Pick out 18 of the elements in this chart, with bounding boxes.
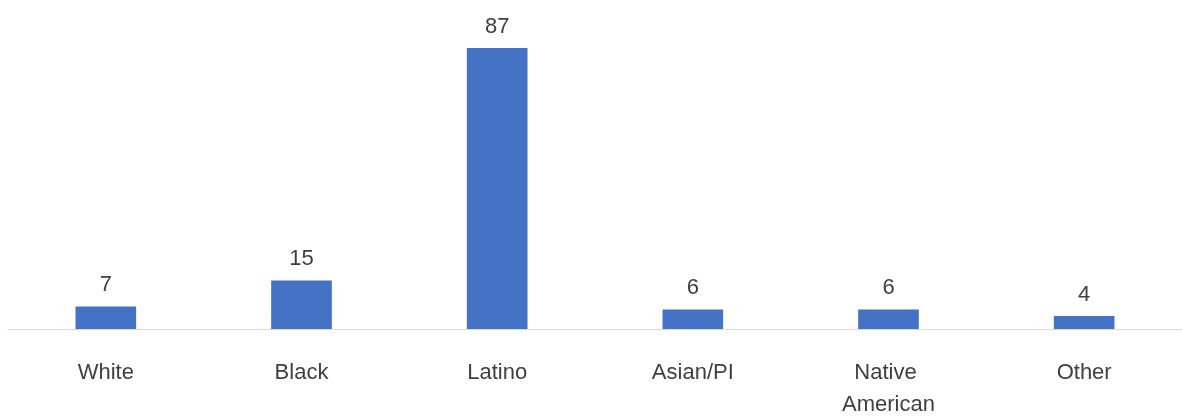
bar [1053, 316, 1115, 329]
x-tick-label: Other [1056, 358, 1112, 384]
data-label: 87 [484, 12, 510, 38]
data-label: 6 [686, 274, 699, 300]
x-tick-label: Latino [467, 358, 528, 384]
x-tick-label: White [77, 358, 134, 384]
data-label: 7 [99, 270, 112, 296]
x-tick-label: Asian/PI [651, 358, 734, 384]
data-label: 15 [289, 245, 314, 271]
bar [466, 48, 528, 329]
data-label: 6 [882, 274, 895, 300]
x-tick-label: Native American [842, 358, 935, 416]
bar [858, 309, 919, 329]
x-tick-label: Black [274, 358, 330, 384]
data-label: 4 [1078, 280, 1091, 306]
bar [662, 309, 724, 329]
bar [271, 280, 332, 329]
bar [75, 306, 137, 329]
